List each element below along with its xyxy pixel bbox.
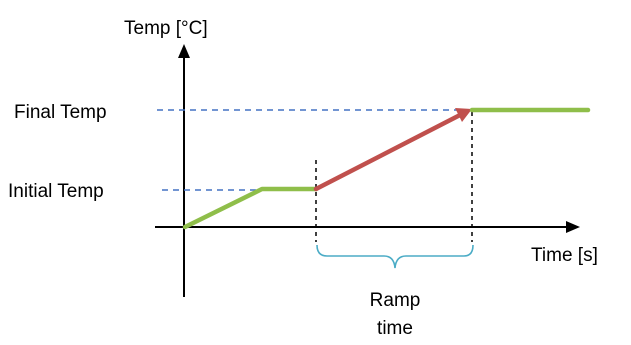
x-axis-label: Time [s]	[531, 245, 598, 266]
ramp-segment	[313, 111, 465, 192]
ramp-time-label-line2: time	[377, 318, 413, 339]
y-axis-label: Temp [°C]	[124, 18, 208, 39]
final-temp-label: Final Temp	[14, 102, 107, 123]
y-axis-arrowhead	[178, 44, 190, 58]
reference-lines	[157, 109, 473, 242]
x-axis-arrowhead	[566, 221, 580, 233]
axes	[155, 44, 580, 297]
temperature-profile	[182, 107, 591, 230]
ramp-time-brace	[316, 244, 474, 269]
initial-heating-and-hold-segment	[182, 186, 319, 230]
ramp-arrowhead	[455, 108, 472, 122]
initial-temp-label: Initial Temp	[8, 181, 104, 202]
ramp-time-label-line1: Ramp	[370, 290, 421, 311]
